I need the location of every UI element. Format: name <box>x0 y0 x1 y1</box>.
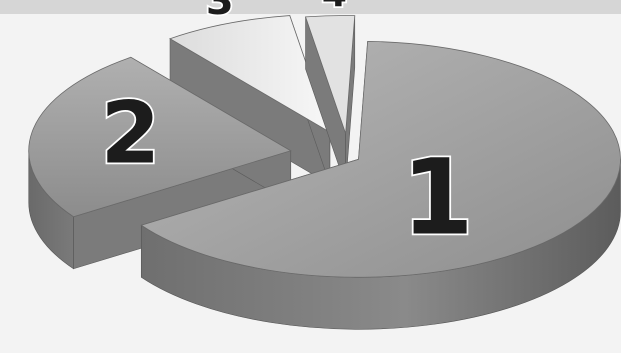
slice-label-1: 1 <box>401 136 473 258</box>
slice-4 <box>304 15 356 186</box>
slice-1-top <box>140 40 621 278</box>
slice-label-4: 4 <box>322 0 347 15</box>
slice-2-top <box>28 56 292 218</box>
top-band <box>0 0 621 14</box>
slice-4-top <box>304 15 356 134</box>
slice-1 <box>140 40 621 330</box>
slice-3 <box>169 15 331 185</box>
slice-3-top <box>169 15 331 134</box>
slice-2 <box>28 56 292 270</box>
slice-label-2: 2 <box>100 84 160 184</box>
slice-label-3: 3 <box>206 0 234 24</box>
